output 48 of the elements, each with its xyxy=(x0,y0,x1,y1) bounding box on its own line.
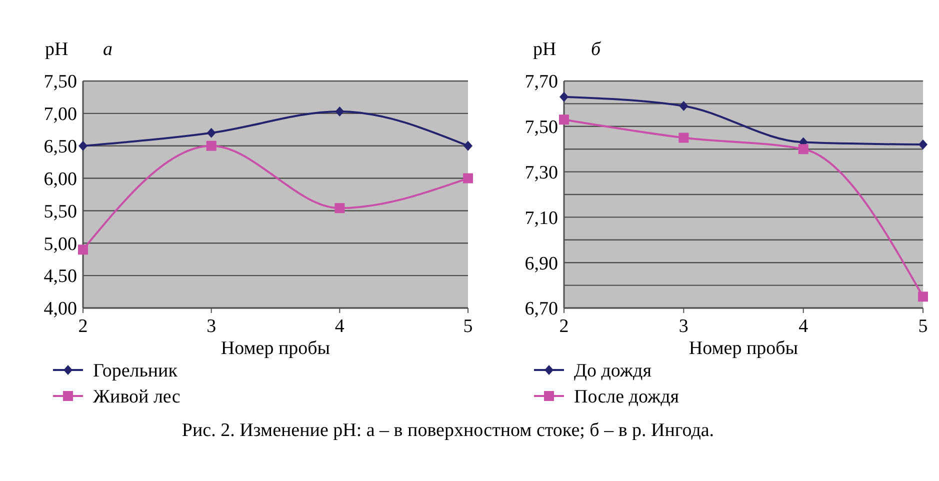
y-tick-label: 5,00 xyxy=(44,234,77,255)
y-axis-title: pH xyxy=(533,39,556,60)
y-tick-label: 7,70 xyxy=(524,72,558,93)
x-tick-label: 2 xyxy=(78,316,88,337)
legend-label: Живой лес xyxy=(93,386,180,408)
y-tick-label: 6,70 xyxy=(524,298,558,320)
text: Рис. 2. Изменение pH: а – в поверхностном стоке; б – в р. Ингода. xyxy=(182,420,714,441)
chart-title: а xyxy=(103,39,112,60)
point xyxy=(335,106,344,116)
y-tick-label: 7,50 xyxy=(44,72,77,93)
y-tick-label: 5,50 xyxy=(44,201,77,222)
y-tick-label: 7,50 xyxy=(524,117,558,138)
y-tick-label: 4,00 xyxy=(44,298,77,320)
x-axis-title: Номер пробы xyxy=(220,338,330,359)
x-axis-title: Номер пробы xyxy=(688,338,798,359)
point xyxy=(678,132,689,143)
y-axis-title: pH xyxy=(45,39,68,60)
point xyxy=(78,140,88,151)
y-tick-label: 7,30 xyxy=(524,162,558,184)
legend-label: До дождя xyxy=(574,360,652,382)
y-tick-label: 7,10 xyxy=(524,208,558,229)
x-tick-label: 4 xyxy=(334,316,345,337)
x-tick-label: 5 xyxy=(463,316,473,337)
point xyxy=(206,140,216,151)
point xyxy=(78,244,88,255)
point xyxy=(334,203,345,214)
x-tick-label: 4 xyxy=(798,316,809,337)
x-tick-label: 2 xyxy=(559,316,569,337)
point xyxy=(679,100,688,111)
point xyxy=(918,140,928,150)
y-tick-label: 7,00 xyxy=(44,104,77,126)
x-tick-label: 5 xyxy=(918,316,928,337)
point xyxy=(798,144,808,154)
legend-label: После дождя xyxy=(574,386,680,408)
point xyxy=(206,128,216,138)
x-tick-label: 3 xyxy=(678,316,688,337)
y-tick-label: 6,50 xyxy=(44,136,77,158)
y-tick-label: 6,90 xyxy=(524,253,558,274)
chart-title: б xyxy=(591,39,602,60)
y-tick-label: 4,50 xyxy=(44,266,77,288)
x-tick-label: 3 xyxy=(206,316,216,337)
y-tick-label: 6,00 xyxy=(44,168,77,190)
point xyxy=(464,140,472,151)
point xyxy=(560,92,568,102)
point xyxy=(463,173,473,184)
legend-label: Горельник xyxy=(93,360,178,382)
point xyxy=(918,292,928,302)
point xyxy=(559,114,569,125)
